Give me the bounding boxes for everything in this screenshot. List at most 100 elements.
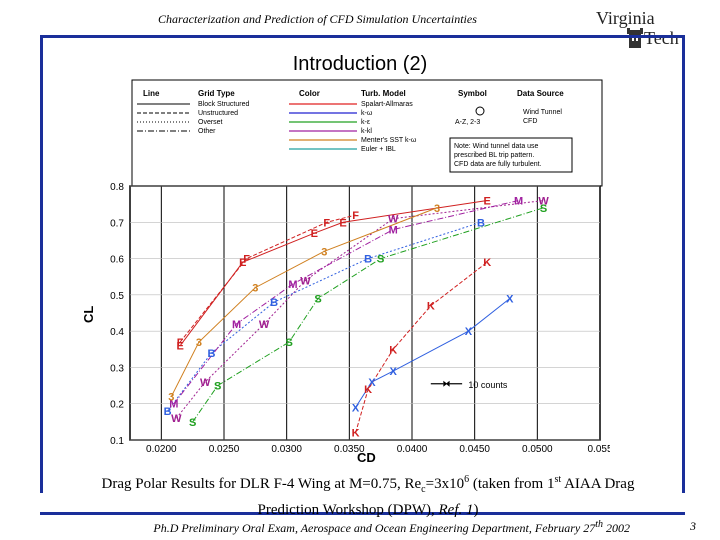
legend-grid-types: Block Structured Unstructured Overset Other: [198, 101, 249, 135]
series-marker: 3: [168, 391, 174, 403]
caption-part3: (taken from 1: [469, 476, 555, 492]
y-axis-label: CL: [81, 306, 96, 323]
legend-turb-model-label: Menter's SST k-ω: [361, 137, 417, 144]
tower-icon: [627, 28, 643, 48]
series-curve: [173, 200, 519, 405]
series-marker: S: [377, 254, 384, 266]
legend-header-line: Line: [143, 89, 160, 98]
slide-frame-bottom: [40, 512, 685, 515]
y-tick-label: 0.3: [110, 363, 124, 374]
series-marker: K: [364, 384, 372, 396]
caption-ref: Ref. 1: [438, 502, 474, 518]
series-marker: B: [207, 348, 215, 360]
footer-year: 2002: [603, 521, 630, 535]
series-marker: S: [314, 293, 321, 305]
counts-arrowhead-left: [443, 380, 448, 387]
series-marker: 3: [252, 283, 258, 295]
caption-part4: AIAA Drag: [561, 476, 635, 492]
series-marker: 3: [321, 246, 327, 258]
y-tick-label: 0.5: [110, 291, 124, 302]
series-marker: M: [288, 279, 297, 291]
footer-sup: th: [595, 519, 603, 530]
footer-text: Ph.D Preliminary Oral Exam, Aerospace an…: [0, 519, 630, 536]
series-marker: E: [239, 257, 246, 269]
caption-part1: Drag Polar Results for DLR F-4 Wing at M…: [101, 476, 422, 492]
x-tick-label: 0.0300: [271, 444, 302, 455]
legend-turb-model-label: k-ε: [361, 119, 370, 126]
caption-sup1: 6: [464, 474, 470, 485]
y-tick-label: 0.8: [110, 182, 124, 193]
ten-counts-annotation: 10 counts: [430, 380, 508, 390]
y-tick-labels: 0.1 0.2 0.3 0.4 0.5 0.6 0.7 0.8: [110, 182, 124, 447]
x-tick-labels: 0.0200 0.0250 0.0300 0.0350 0.0400 0.0450 0.05…: [146, 444, 610, 455]
series-marker: F: [323, 217, 330, 229]
series-curve: [170, 207, 438, 397]
legend-symbol-label: A-Z, 2-3: [455, 119, 480, 126]
caption-part2: =3x10: [425, 476, 465, 492]
series-marker: M: [389, 225, 398, 237]
series-marker: K: [352, 428, 360, 440]
legend-header-color: Color: [299, 89, 320, 98]
x-tick-label: 0.0250: [209, 444, 240, 455]
series-marker: M: [514, 196, 523, 208]
footer-main: Ph.D Preliminary Oral Exam, Aerospace an…: [153, 521, 596, 535]
legend-note: Note: Wind tunnel data use prescribed BL …: [454, 143, 542, 168]
caption-sup2: st: [554, 474, 562, 485]
series-marker: E: [176, 341, 183, 353]
legend-turb-model-label: k-kl: [361, 128, 372, 135]
x-tick-label: 0.0450: [459, 444, 490, 455]
x-axis-label: CD: [357, 450, 376, 465]
y-tick-label: 0.2: [110, 400, 124, 411]
series-curve: [175, 200, 544, 419]
drag-polar-chart: Line Grid Type Color Turb. Model Symbol …: [81, 79, 610, 465]
series-curve: [167, 221, 482, 412]
series-marker: X: [352, 402, 360, 414]
series-curve: [192, 207, 544, 423]
legend-header-data-source: Data Source: [517, 89, 564, 98]
plot-grid: [130, 185, 601, 441]
series-marker: B: [364, 254, 372, 266]
series-marker: S: [214, 381, 221, 393]
x-tick-label: 0.0200: [146, 444, 177, 455]
page-number: 3: [690, 519, 696, 533]
legend-line-styles: [137, 103, 190, 132]
series-marker: K: [483, 257, 491, 269]
series-marker: W: [300, 275, 311, 287]
legend-turb-model-label: k-ω: [361, 110, 373, 117]
legend-turb-model-label: Spalart-Allmaras: [361, 101, 413, 108]
series-marker: W: [388, 214, 399, 226]
series-marker: 3: [434, 203, 440, 215]
legend-grid-type-label: Other: [198, 128, 216, 135]
legend-grid-type-label: Overset: [198, 119, 223, 126]
x-tick-label: 0.0500: [522, 444, 553, 455]
series-marker: F: [243, 254, 250, 266]
ten-counts-label: 10 counts: [468, 380, 508, 390]
chart-legend: Line Grid Type Color Turb. Model Symbol …: [131, 79, 603, 187]
series-marker: X: [368, 377, 376, 389]
series-marker: E: [484, 196, 491, 208]
slide-title: Introduction (2): [292, 53, 428, 75]
series-marker: M: [232, 319, 241, 331]
legend-note-line: Note: Wind tunnel data use: [454, 143, 539, 150]
x-tick-label: 0.0350: [334, 444, 365, 455]
caption-line2c: ): [473, 502, 479, 518]
y-tick-label: 0.4: [110, 327, 124, 338]
series-marker: B: [164, 406, 172, 418]
legend-note-box: [449, 137, 573, 173]
series-marker: K: [389, 344, 397, 356]
series-marker: B: [477, 217, 485, 229]
legend-note-line: prescribed BL trip pattern.: [454, 152, 534, 159]
series-markers: EEEEEFFFFWWWWWWSSSSSSXXXXXKKKKKBBBBBMMMM…: [164, 196, 550, 440]
legend-data-sources: Wind Tunnel CFD: [523, 109, 562, 125]
virginia-tech-logo: Virginia Tech: [590, 8, 690, 50]
legend-header-symbol: Symbol: [458, 89, 487, 98]
legend-data-source-label: CFD: [523, 118, 537, 125]
legend-turb-model-label: Euler + IBL: [361, 146, 396, 153]
series-curve: [355, 261, 488, 433]
series-marker: X: [506, 293, 514, 305]
caption-line2a: Prediction Workshop (DPW),: [257, 502, 439, 518]
plot-area: 0.0200 0.0250 0.0300 0.0350 0.0400 0.0450 0.05…: [110, 182, 610, 455]
x-tick-label: 0.0400: [397, 444, 428, 455]
logo-line2: Tech: [644, 28, 679, 48]
series-marker: B: [270, 297, 278, 309]
